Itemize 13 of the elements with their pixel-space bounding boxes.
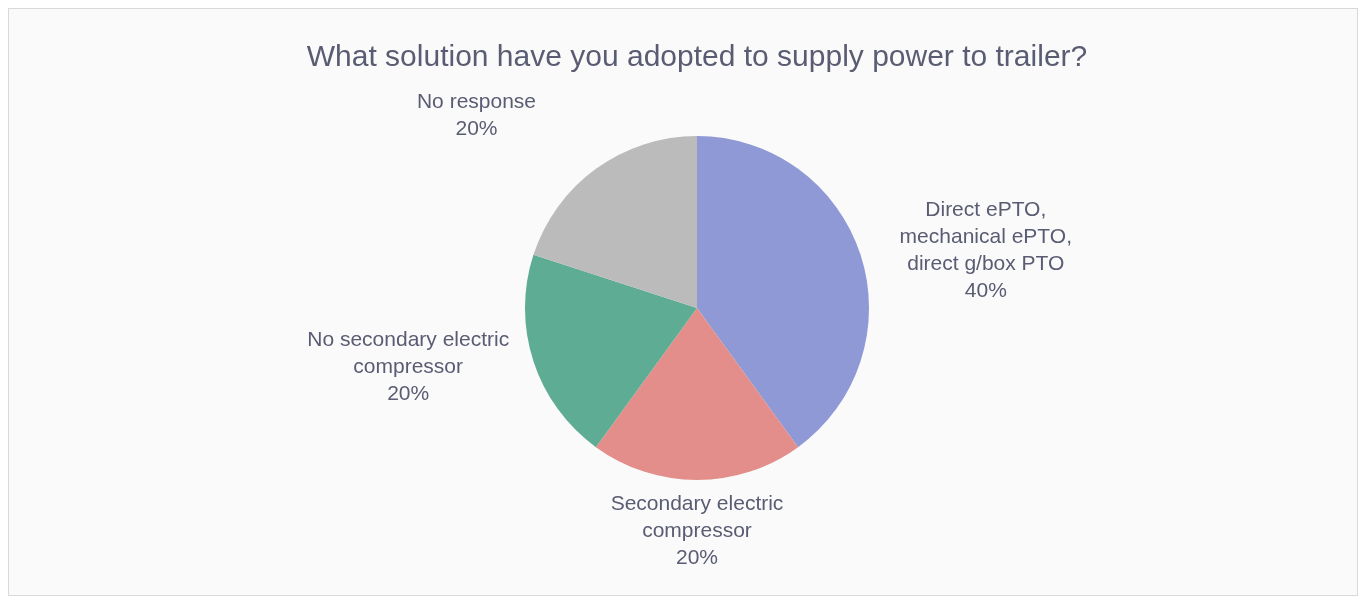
slice-label: No secondary electric compressor bbox=[307, 326, 510, 377]
data-label: 20% bbox=[455, 115, 498, 139]
pie-slice bbox=[525, 254, 697, 448]
chart-title: What solution have you adopted to supply power to trailer? bbox=[306, 39, 1088, 72]
slice-label: No response bbox=[416, 88, 537, 112]
pie-slice bbox=[595, 308, 799, 480]
pie-slice bbox=[697, 136, 869, 448]
data-label: 40% bbox=[964, 277, 1007, 301]
data-label: 20% bbox=[675, 545, 719, 568]
slice-label: Direct ePTO, mechanical ePTO, direct g/box PTO bbox=[899, 196, 1072, 274]
data-label: 20% bbox=[387, 380, 430, 404]
slice-label: Secondary electric compressor bbox=[610, 491, 784, 541]
pie-slice bbox=[533, 136, 697, 308]
